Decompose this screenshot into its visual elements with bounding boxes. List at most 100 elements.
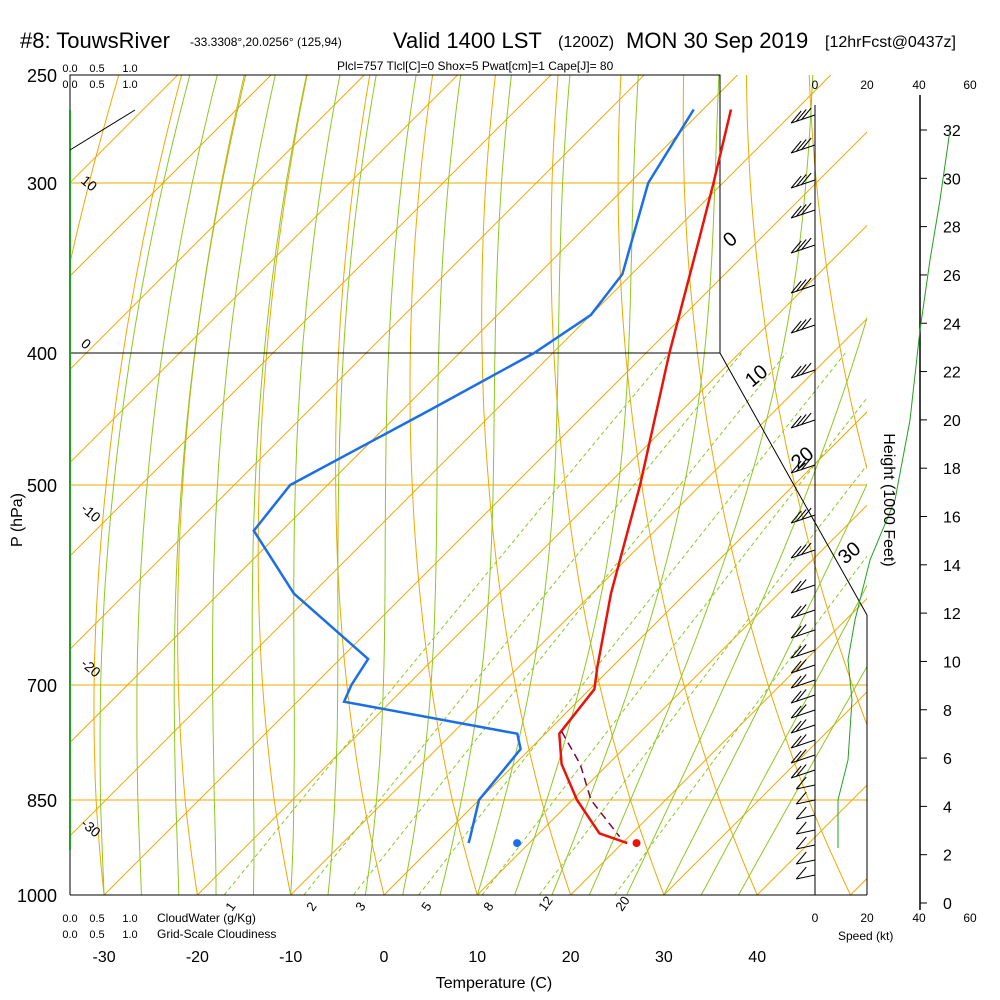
wind-barb: [795, 851, 816, 865]
speed-scale-bottom: 40: [912, 911, 926, 925]
wind-barb: [790, 689, 816, 704]
speed-scale-bottom: 20: [860, 911, 874, 925]
cloudiness-label: Grid-Scale Cloudiness: [157, 927, 276, 941]
dry-adiabat: [550, 75, 665, 895]
dry-adiabat: [745, 75, 867, 727]
dry-adiabat: [935, 75, 1000, 895]
pressure-tick-label: 700: [27, 676, 57, 696]
moist-adiabat: [212, 75, 276, 895]
station-coords: -33.3308°,20.0256° (125,94): [190, 35, 342, 49]
height-tick-label: 16: [943, 510, 961, 527]
wind-barb: [795, 806, 816, 820]
isotherm: [197, 224, 867, 895]
height-tick-label: 32: [943, 123, 961, 140]
temperature-tick-label: 40: [748, 949, 766, 966]
isotherm: [570, 597, 867, 895]
height-tick-label: 8: [943, 703, 952, 720]
isotherm: [663, 691, 867, 895]
mixing-ratio-label: 5: [418, 899, 434, 914]
dry-adiabat: [808, 75, 867, 471]
moist-adiabat: [700, 584, 867, 895]
speed-scale-top: 0: [812, 78, 819, 92]
temperature-tick-label: 30: [655, 949, 673, 966]
mixing-ratio-label: 12: [535, 893, 556, 913]
cloudiness-scale-top: 1.0: [122, 79, 137, 91]
temperature-tick-label: 0: [380, 949, 389, 966]
height-tick-label: 20: [943, 413, 961, 430]
wind-barb: [790, 764, 816, 779]
height-tick-label: 24: [943, 316, 961, 333]
wind-barb: [790, 749, 816, 764]
moist-adiabat: [663, 483, 867, 895]
mixing-ratio-line: [418, 352, 846, 895]
dry-adiabat: [409, 75, 478, 895]
wind-barb: [790, 277, 816, 294]
dry-adiabat-label: -20: [78, 655, 104, 680]
moist-adiabat: [290, 75, 341, 895]
valid-date: MON 30 Sep 2019: [626, 28, 808, 53]
wind-barb: [795, 821, 816, 835]
wind-barb: [790, 624, 816, 639]
dry-adiabat: [682, 75, 851, 895]
height-tick-label: 22: [943, 365, 961, 382]
mixing-ratio-line: [223, 352, 670, 895]
height-tick-label: 12: [943, 606, 961, 623]
cloudwater-label: CloudWater (g/Kg): [157, 911, 256, 925]
cloudwater-scale-top: 0.5: [89, 63, 104, 75]
isotherm: [70, 75, 738, 744]
dewpoint-line: [252, 108, 695, 844]
moist-adiabat: [551, 75, 720, 895]
moist-adiabat: [476, 75, 571, 895]
height-tick-label: 0: [943, 896, 952, 913]
theta-label: 10: [741, 361, 772, 392]
moist-adiabat: [99, 75, 191, 895]
cloudwater-scale-bottom: 1.0: [122, 913, 137, 925]
pressure-tick-label: 300: [27, 174, 57, 194]
wind-barb: [790, 644, 816, 659]
cloudwater-scale-top: 1.0: [122, 63, 137, 75]
wind-barb: [790, 412, 816, 429]
wind-barb: [790, 237, 816, 254]
pressure-tick-label: 250: [27, 66, 57, 86]
temperature-tick-label: -30: [93, 949, 116, 966]
cloudwater-scale-top: 0.0: [62, 63, 77, 75]
moist-adiabat: [626, 316, 867, 895]
temperature-tick-label: 10: [468, 949, 486, 966]
dry-adiabat: [93, 75, 183, 895]
cloudiness-scale-top: 0.0: [62, 79, 77, 91]
isotherm: [70, 75, 832, 837]
wind-barb: [790, 457, 816, 474]
isotherm: [850, 877, 867, 895]
surface-dewpoint-point: [513, 839, 522, 848]
cloudwater-scale-bottom: 0.5: [89, 913, 104, 925]
dry-adiabat: [257, 75, 308, 895]
height-tick-label: 6: [943, 751, 952, 768]
height-tick-label: 4: [943, 799, 952, 816]
wind-barb: [790, 704, 816, 719]
temperature-tick-label: 20: [562, 949, 580, 966]
moist-adiabat: [439, 75, 512, 895]
speed-scale-top: 20: [860, 78, 874, 92]
mixing-ratio-label: 3: [352, 899, 368, 914]
speed-scale-bottom: 0: [812, 911, 819, 925]
wind-barb: [795, 776, 816, 790]
mixing-ratio-line: [303, 352, 742, 895]
cloudiness-scale-top: 0.5: [89, 79, 104, 91]
wind-barb: [790, 317, 816, 334]
x-axis-label: Temperature (C): [436, 975, 552, 992]
y-axis-label: P (hPa): [9, 493, 26, 547]
forecast-info: [12hrFcst@0437z]: [825, 34, 956, 51]
valid-time: Valid 1400 LST: [393, 28, 542, 53]
cloudiness-scale-bottom: 0.5: [89, 929, 104, 941]
temperature-line: [558, 109, 733, 845]
wind-barb: [790, 719, 816, 734]
moist-adiabat: [327, 75, 377, 895]
speed-scale-bottom: 60: [963, 911, 977, 925]
height-tick-label: 30: [943, 171, 961, 188]
isotherm: [70, 75, 645, 650]
wind-barb: [795, 791, 816, 805]
moist-adiabat: [136, 75, 218, 895]
wind-barb: [790, 659, 816, 674]
station-title: #8: TouwsRiver: [20, 28, 170, 53]
